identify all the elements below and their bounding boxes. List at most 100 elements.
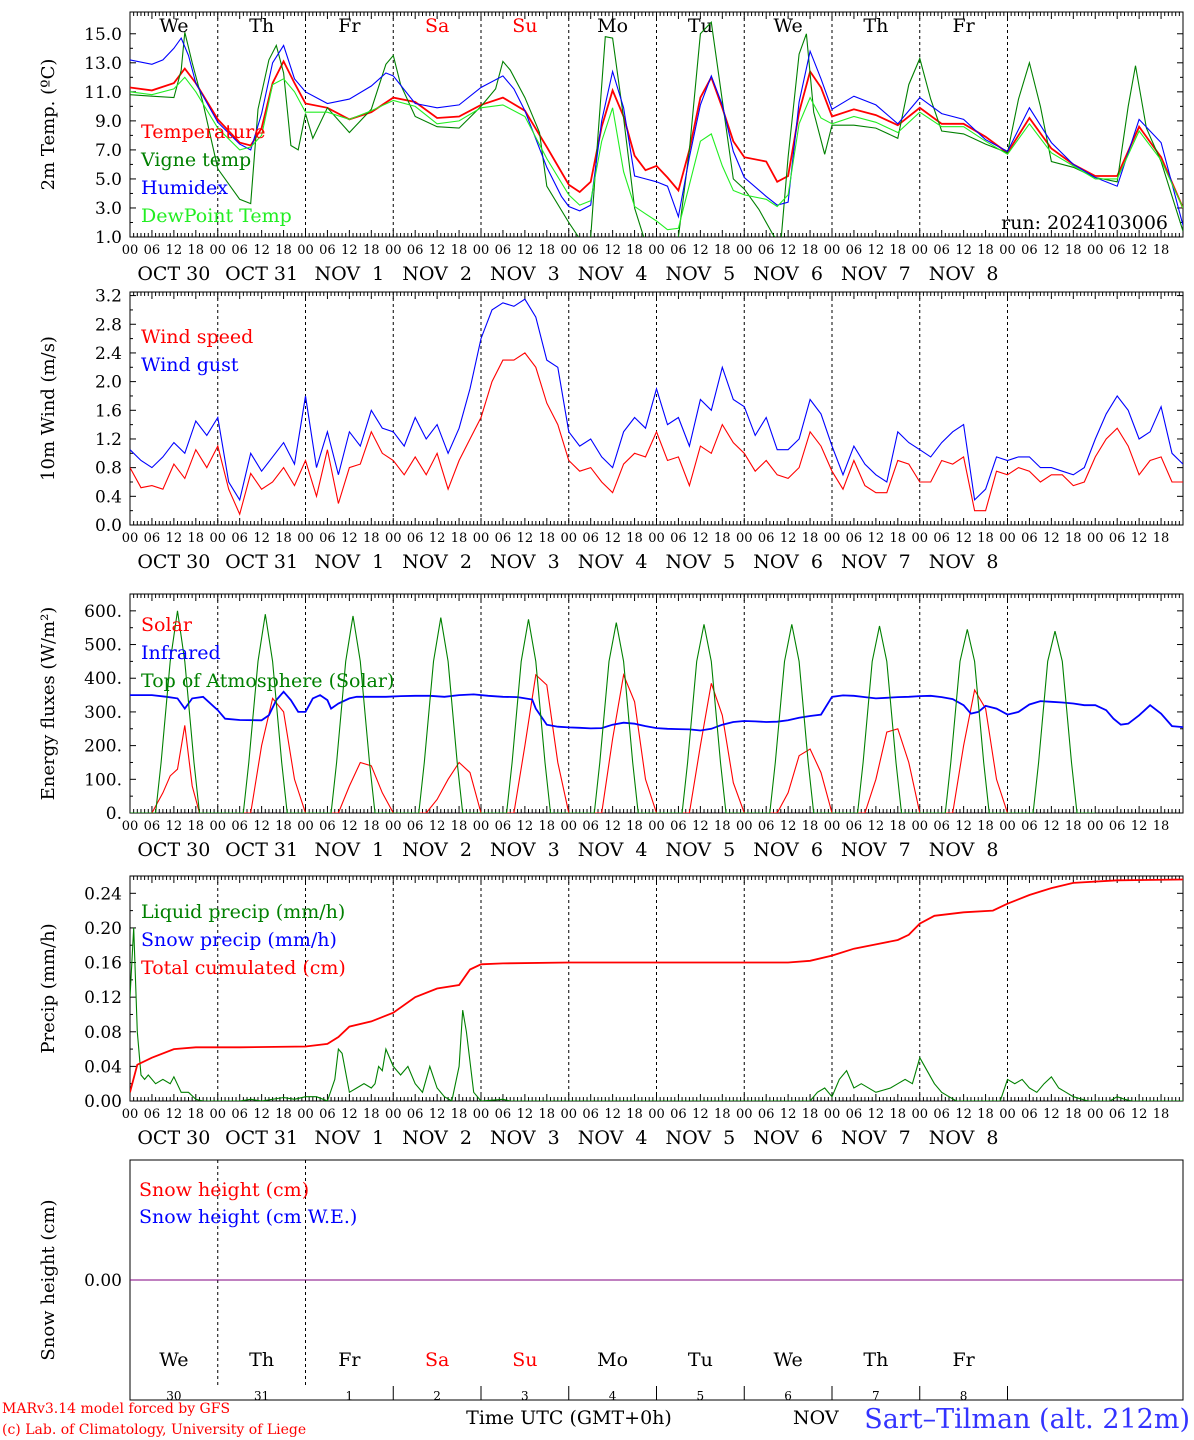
legend-entry: Snow height (cm W.E.) — [139, 1206, 357, 1228]
hour-label: 18 — [626, 1107, 643, 1122]
y-tick-label: 2.0 — [95, 373, 122, 393]
hour-label: 12 — [166, 1107, 183, 1122]
day-number-label: 3 — [521, 1389, 529, 1403]
panels: 1.0 3.0 5.0 7.0 9.0 11.0 13.0 15.0 2m Temp. (ºC)… — [38, 11, 1184, 1403]
hour-label: 06 — [933, 1107, 950, 1122]
time-axis-title: Time UTC (GMT+0h) — [466, 1407, 672, 1429]
hour-label: 00 — [1087, 819, 1104, 834]
hour-label: 18 — [890, 531, 907, 546]
hour-label: 00 — [385, 819, 402, 834]
hour-label: 18 — [1065, 819, 1082, 834]
weekday-label: We — [774, 15, 803, 37]
hour-label: 00 — [560, 1107, 577, 1122]
hour-label: 06 — [231, 1107, 248, 1122]
hour-label: 06 — [319, 531, 336, 546]
day-number-label: 4 — [609, 1389, 617, 1403]
hour-label: 18 — [1065, 1107, 1082, 1122]
date-label: NOV 7 — [841, 551, 911, 573]
hour-label: 06 — [582, 1107, 599, 1122]
hour-label: 18 — [977, 531, 994, 546]
date-label: NOV 5 — [665, 263, 735, 285]
hour-label: 06 — [144, 1107, 161, 1122]
date-label: NOV 5 — [665, 551, 735, 573]
hour-label: 12 — [253, 819, 270, 834]
hour-label: 06 — [495, 243, 512, 258]
weekday-label: Su — [512, 1349, 537, 1371]
y-tick-label: 0.4 — [95, 487, 122, 507]
hour-label: 12 — [341, 1107, 358, 1122]
y-axis-label: Snow height (cm) — [38, 1199, 59, 1360]
weekday-label: Fr — [952, 1349, 975, 1371]
hour-label: 12 — [1043, 819, 1060, 834]
date-label: NOV 7 — [841, 263, 911, 285]
weekday-label: Fr — [952, 15, 975, 37]
hour-label: 18 — [451, 819, 468, 834]
hour-label: 00 — [911, 819, 928, 834]
hour-label: 12 — [517, 243, 534, 258]
hour-label: 00 — [297, 531, 314, 546]
hour-label: 18 — [188, 1107, 205, 1122]
date-label: NOV 8 — [929, 263, 999, 285]
y-tick-label: 200. — [84, 737, 122, 757]
hour-label: 00 — [122, 819, 139, 834]
hour-label: 18 — [451, 243, 468, 258]
hour-label: 12 — [955, 1107, 972, 1122]
hour-label: 12 — [692, 243, 709, 258]
hour-label: 00 — [999, 531, 1016, 546]
hour-label: 06 — [933, 531, 950, 546]
date-label: NOV 5 — [665, 839, 735, 861]
hour-label: 06 — [1109, 819, 1126, 834]
series-line-wind-speed — [130, 352, 1183, 516]
hour-label: 06 — [933, 243, 950, 258]
hour-label: 18 — [1153, 243, 1170, 258]
date-label: OCT 31 — [225, 1127, 298, 1149]
date-label: NOV 3 — [490, 263, 560, 285]
date-label: NOV 3 — [490, 839, 560, 861]
day-number-label: 7 — [872, 1389, 880, 1403]
hour-label: 06 — [846, 819, 863, 834]
hour-label: 06 — [144, 531, 161, 546]
hour-label: 00 — [1087, 243, 1104, 258]
y-axis-label: 2m Temp. (ºC) — [38, 59, 59, 191]
hour-label: 18 — [539, 531, 556, 546]
panel-energy: 0. 100. 200. 300. 400. 500. 600. Energy fluxes … — [38, 593, 1184, 861]
hour-label: 06 — [933, 819, 950, 834]
credit-line-2: (c) Lab. of Climatology, University of L… — [2, 1422, 306, 1438]
hour-label: 06 — [231, 531, 248, 546]
hour-label: 06 — [144, 819, 161, 834]
hour-label: 00 — [999, 819, 1016, 834]
hour-label: 18 — [714, 1107, 731, 1122]
hour-label: 00 — [560, 819, 577, 834]
hour-label: 06 — [846, 531, 863, 546]
hour-label: 18 — [802, 531, 819, 546]
hour-label: 00 — [736, 1107, 753, 1122]
hour-label: 12 — [1131, 243, 1148, 258]
y-tick-label: 0.08 — [84, 1023, 122, 1043]
legend-entry: Vigne temp — [140, 149, 251, 171]
y-tick-label: 1.0 — [95, 228, 122, 248]
hour-label: 00 — [911, 1107, 928, 1122]
hour-label: 00 — [209, 243, 226, 258]
y-tick-label: 7.0 — [95, 141, 122, 161]
weekday-label: Tu — [688, 15, 713, 37]
hour-label: 12 — [429, 1107, 446, 1122]
hour-label: 06 — [495, 819, 512, 834]
hour-label: 00 — [736, 819, 753, 834]
footer: MARv3.14 model forced by GFS (c) Lab. of… — [2, 1401, 1190, 1438]
legend-entry: Wind gust — [141, 354, 239, 376]
y-tick-label: 5.0 — [95, 170, 122, 190]
legend-entry: Total cumulated (cm) — [141, 957, 346, 979]
hour-label: 18 — [626, 819, 643, 834]
hour-label: 00 — [999, 243, 1016, 258]
hour-label: 12 — [517, 1107, 534, 1122]
y-tick-label: 0. — [106, 804, 122, 824]
y-tick-label: 15.0 — [84, 25, 122, 45]
date-label: NOV 2 — [402, 551, 472, 573]
day-number-label: 30 — [166, 1389, 181, 1403]
date-label: OCT 30 — [137, 551, 210, 573]
hour-label: 18 — [539, 243, 556, 258]
hour-label: 00 — [911, 243, 928, 258]
hour-label: 12 — [868, 819, 885, 834]
hour-label: 12 — [253, 531, 270, 546]
hour-label: 18 — [363, 243, 380, 258]
